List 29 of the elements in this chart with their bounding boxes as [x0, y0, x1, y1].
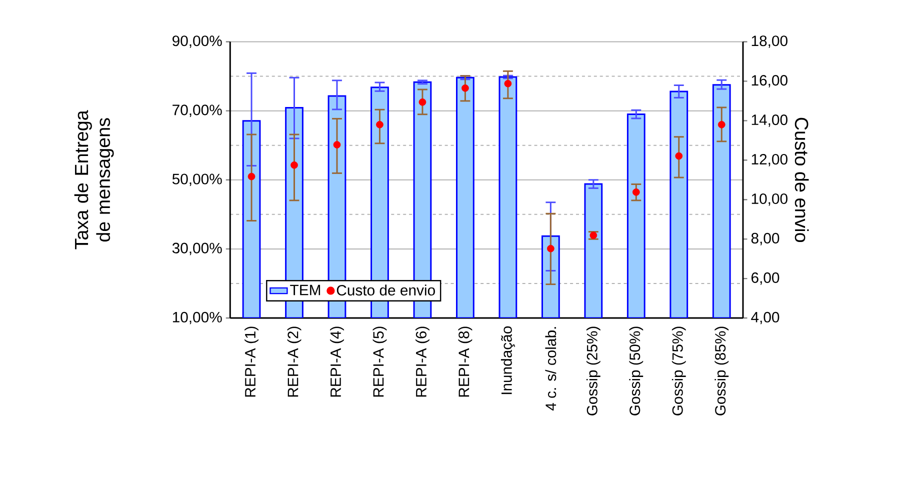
- y-tick-label: 70,00%: [172, 104, 222, 117]
- y2-tick-label: 6,00: [752, 272, 780, 285]
- x-tick-label: Inundação: [500, 326, 515, 394]
- y-tick-label: 50,00%: [172, 174, 222, 186]
- y-tick-label: 30,00%: [172, 242, 222, 256]
- legend-label: Custo de envio: [336, 284, 435, 296]
- x-tick-label: REPI-A (8): [458, 326, 472, 397]
- y2-tick-label: 8,00: [751, 232, 780, 246]
- x-tick-label: Gossip (25%): [586, 326, 600, 416]
- x-tick-label: Gossip (85%): [714, 326, 729, 416]
- x-tick-label: REPI-A (1): [244, 326, 258, 397]
- x-tick-label: Gossip (50%): [629, 326, 644, 416]
- legend-label: TEM: [290, 284, 320, 296]
- y2-tick-label: 12,00: [752, 154, 788, 166]
- x-tick-label: REPI-A (6): [416, 326, 430, 397]
- y2-tick-label: 18,00: [752, 36, 788, 48]
- x-tick-label: REPI-A (2): [287, 326, 302, 397]
- y2-tick-label: 14,00: [752, 114, 788, 127]
- y2-tick-label: 16,00: [752, 75, 788, 88]
- x-tick-label: REPI-A (4): [330, 326, 344, 397]
- x-tick-label: Gossip (75%): [672, 326, 686, 416]
- x-tick-label: 4 c. s/ colab.: [545, 327, 556, 411]
- y-tick-label: 10,00%: [172, 312, 222, 324]
- x-tick-label: REPI-A (5): [372, 326, 387, 397]
- y-tick-label: 90,00%: [172, 36, 222, 48]
- y-axis-title: Taxa de Entrega de mensagens: [74, 110, 114, 250]
- y2-axis-title: Custo de envio: [794, 118, 809, 242]
- y2-tick-label: 4,00: [751, 312, 780, 324]
- y2-tick-label: 10,00: [752, 193, 788, 206]
